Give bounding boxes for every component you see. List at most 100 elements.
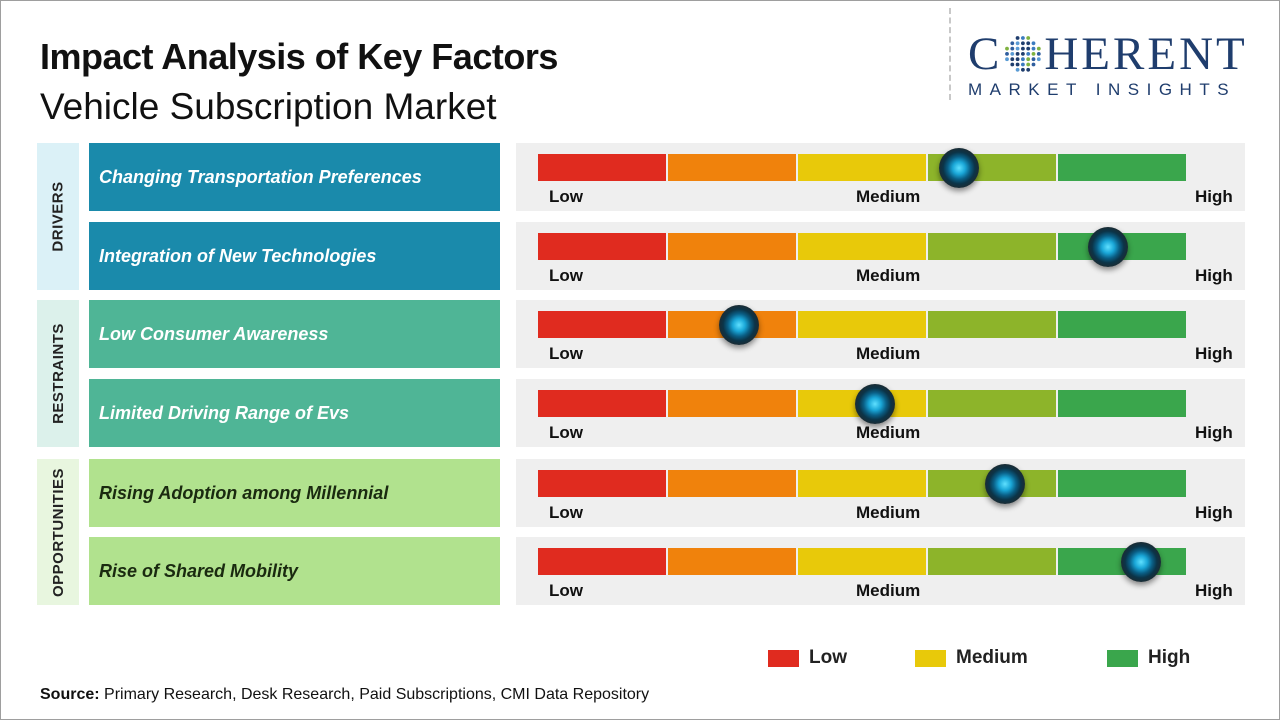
gauge-label-high: High: [1195, 423, 1233, 442]
gauge-label-medium: Medium: [856, 503, 921, 522]
logo-dot: [1026, 41, 1031, 46]
logo-dot: [1016, 41, 1020, 46]
logo-dot: [1010, 57, 1015, 62]
logo-dot: [1031, 62, 1036, 67]
factor-label: Integration of New Technologies: [89, 222, 500, 290]
logo-dot: [1037, 46, 1042, 51]
gauge-segment: [538, 548, 666, 575]
gauge-scale-bar: [538, 390, 1186, 417]
logo-dot: [1037, 52, 1042, 56]
legend-label: Low: [809, 647, 847, 668]
gauge-label-low: Low: [549, 581, 583, 600]
category-label-restraints: RESTRAINTS: [37, 300, 79, 447]
factor-label: Changing Transportation Preferences: [89, 143, 500, 211]
legend-item: High: [1107, 647, 1190, 669]
logo-dot: [1026, 67, 1031, 72]
gauge-scale-bar: [538, 470, 1186, 497]
gauge-label-high: High: [1195, 187, 1233, 206]
logo-dot: [1010, 41, 1015, 46]
impact-marker: [984, 464, 1025, 504]
impact-gauge: Low Medium High: [516, 222, 1245, 290]
impact-gauge: Low Medium High: [516, 379, 1245, 447]
gauge-segment: [538, 233, 666, 260]
logo-dot: [1021, 46, 1026, 51]
factor-label: Rising Adoption among Millennial: [89, 459, 500, 527]
logo-dot: [1021, 57, 1026, 62]
category-label-opportunities: OPPORTUNITIES: [37, 459, 79, 605]
logo-prefix: C: [968, 28, 1003, 80]
logo-dot: [1021, 52, 1026, 56]
logo-dot: [1021, 62, 1026, 67]
gauge-label-high: High: [1195, 266, 1233, 285]
legend-swatch: [768, 649, 799, 667]
gauge-segment: [538, 390, 666, 417]
impact-marker: [1088, 227, 1129, 267]
logo-dot: [1005, 46, 1010, 51]
gauge-label-low: Low: [549, 344, 583, 363]
legend-label: High: [1148, 647, 1191, 668]
logo-dot: [1031, 46, 1036, 51]
logo-dot: [1037, 57, 1042, 62]
logo-dot: [1016, 46, 1020, 51]
gauge-segment: [538, 154, 666, 181]
gauge-segment: [798, 233, 926, 260]
impact-marker: [939, 148, 980, 188]
gauge-segment: [668, 233, 796, 260]
gauge-segment: [928, 390, 1056, 417]
impact-gauge: Low Medium High: [516, 459, 1245, 527]
gauge-segment: [798, 548, 926, 575]
gauge-scale-bar: [538, 311, 1186, 338]
gauge-label-high: High: [1195, 503, 1233, 522]
logo-dot: [1021, 41, 1026, 46]
gauge-segment: [668, 470, 796, 497]
gauge-label-low: Low: [549, 266, 583, 285]
logo-dot: [1005, 52, 1010, 56]
category-label-text: OPPORTUNITIES: [49, 467, 67, 597]
gauge-segment: [538, 311, 666, 338]
category-label-drivers: DRIVERS: [37, 143, 79, 290]
logo-dot: [1021, 36, 1026, 40]
gauge-label-medium: Medium: [856, 266, 921, 285]
logo-dot: [1016, 62, 1020, 67]
factor-label: Limited Driving Range of Evs: [89, 379, 500, 447]
logo-dot: [1026, 62, 1031, 67]
gauge-label-medium: Medium: [856, 187, 921, 206]
source-text: Primary Research, Desk Research, Paid Su…: [104, 686, 650, 703]
legend-item: Low: [768, 647, 847, 669]
gauge-label-high: High: [1195, 344, 1233, 363]
legend-item: Medium: [915, 647, 1028, 669]
logo-divider: [949, 8, 951, 100]
logo-tagline: MARKET INSIGHTS: [968, 80, 1237, 99]
logo-dot: [1016, 67, 1020, 72]
logo-dot: [1021, 67, 1026, 72]
gauge-segment: [798, 154, 926, 181]
gauge-segment: [798, 311, 926, 338]
logo-suffix: HERENT: [1044, 28, 1248, 80]
impact-marker: [1120, 542, 1161, 582]
logo-dot: [1031, 52, 1036, 56]
legend-swatch: [1107, 649, 1138, 667]
gauge-segment: [928, 311, 1056, 338]
gauge-segment: [668, 154, 796, 181]
gauge-scale-bar: [538, 548, 1186, 575]
gauge-label-low: Low: [549, 503, 583, 522]
logo-dot: [1010, 46, 1015, 51]
gauge-segment: [538, 470, 666, 497]
logo-dot: [1026, 36, 1031, 40]
factor-label: Rise of Shared Mobility: [89, 537, 500, 605]
gauge-scale-bar: [538, 154, 1186, 181]
gauge-label-medium: Medium: [856, 344, 921, 363]
gauge-label-medium: Medium: [856, 423, 921, 442]
chart-title: Impact Analysis of Key Factors: [40, 36, 558, 77]
logo-dot: [1016, 57, 1020, 62]
impact-gauge: Low Medium High: [516, 300, 1245, 368]
source-label: Source:: [40, 686, 100, 703]
gauge-segment: [668, 390, 796, 417]
gauge-label-high: High: [1195, 581, 1233, 600]
logo-dot: [1031, 57, 1036, 62]
gauge-segment: [928, 233, 1056, 260]
logo-dot: [1026, 52, 1031, 56]
impact-marker: [854, 384, 895, 424]
logo-dot: [1010, 62, 1015, 67]
logo-dot-globe-icon: [1005, 36, 1042, 72]
